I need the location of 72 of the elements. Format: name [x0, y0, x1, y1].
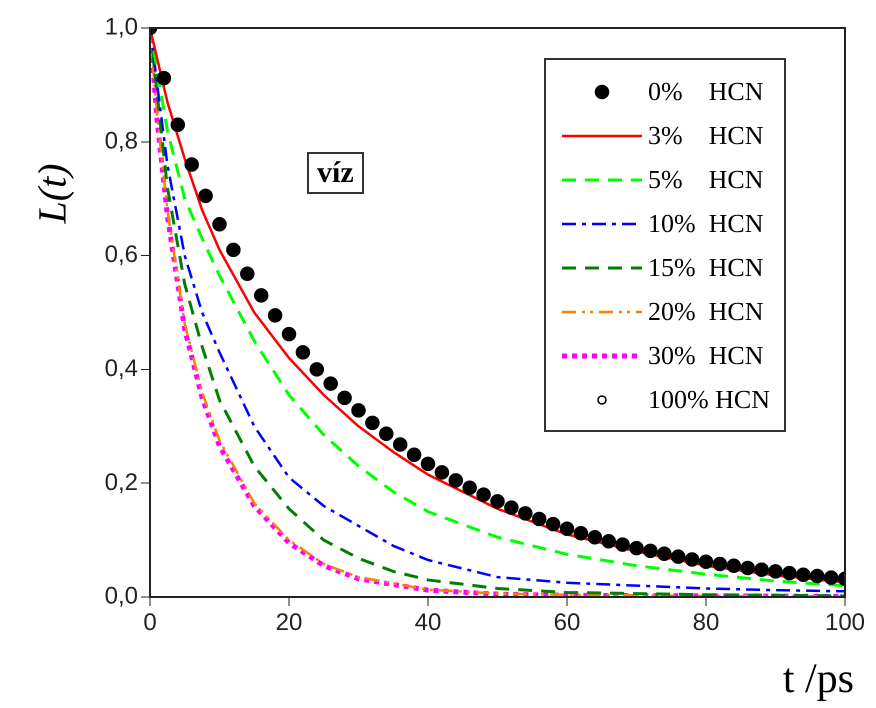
point: [712, 556, 728, 572]
point: [601, 534, 616, 548]
point: [546, 516, 560, 532]
x-tick-label: 40: [414, 609, 442, 636]
point: [379, 426, 394, 441]
point: [768, 564, 783, 579]
legend-label: 100% HCN: [648, 385, 770, 415]
x-tick-label: 60: [554, 609, 580, 636]
point: [254, 288, 268, 303]
point: [337, 390, 352, 406]
point: [754, 562, 769, 577]
point: [365, 416, 380, 430]
x-tick-label: 20: [276, 609, 302, 636]
point: [184, 157, 199, 172]
point: [212, 217, 227, 232]
point: [504, 500, 519, 515]
point: [726, 558, 742, 573]
point: [170, 117, 186, 132]
y-tick-label: 0,4: [104, 355, 138, 382]
point: [615, 537, 630, 552]
point: [240, 266, 255, 282]
point: [782, 566, 797, 580]
x-tick-label: 80: [692, 609, 720, 636]
annotation: víz: [307, 152, 364, 194]
legend-label: 10% HCN: [648, 209, 764, 239]
x-tick-label: 0: [143, 609, 157, 636]
point: [448, 473, 464, 488]
point: [226, 242, 241, 258]
legend-label: 0% HCN: [648, 77, 764, 107]
legend-label: 5% HCN: [648, 165, 764, 195]
point: [420, 456, 436, 472]
legend-label: 15% HCN: [648, 253, 764, 283]
point: [518, 506, 533, 521]
point: [351, 403, 366, 418]
y-tick-label: 0,0: [104, 582, 138, 610]
point: [824, 570, 838, 585]
x-tick-label: 100: [824, 609, 866, 636]
point: [796, 568, 811, 582]
point: [657, 546, 672, 562]
y-tick-label: 1,0: [104, 14, 138, 41]
point: [392, 437, 408, 452]
x-axis-title: t /ps: [782, 655, 854, 703]
point: [310, 362, 324, 377]
point: [670, 549, 686, 564]
point: [560, 521, 574, 536]
point: [740, 560, 755, 576]
point: [406, 448, 422, 462]
point: [684, 552, 700, 567]
point: [532, 512, 546, 526]
legend-label: 30% HCN: [648, 341, 764, 371]
point: [810, 568, 824, 584]
point: [643, 544, 658, 558]
point: [198, 188, 213, 204]
point: [434, 465, 450, 480]
point: [462, 480, 477, 495]
point: [156, 70, 172, 86]
y-tick-label: 0,8: [104, 127, 138, 154]
point: [629, 540, 644, 556]
point: [698, 554, 714, 569]
y-axis-title: L(t): [28, 162, 76, 226]
point: [282, 326, 296, 342]
point: [323, 376, 338, 391]
point: [588, 530, 602, 545]
point: [574, 526, 588, 541]
point: [268, 308, 282, 323]
point: [476, 487, 491, 502]
y-tick-label: 0,2: [104, 468, 138, 496]
y-tick-label: 0,6: [104, 241, 138, 268]
point: [296, 345, 310, 360]
point: [490, 494, 505, 509]
legend-label: 3% HCN: [648, 121, 764, 151]
legend-label: 20% HCN: [648, 297, 764, 327]
